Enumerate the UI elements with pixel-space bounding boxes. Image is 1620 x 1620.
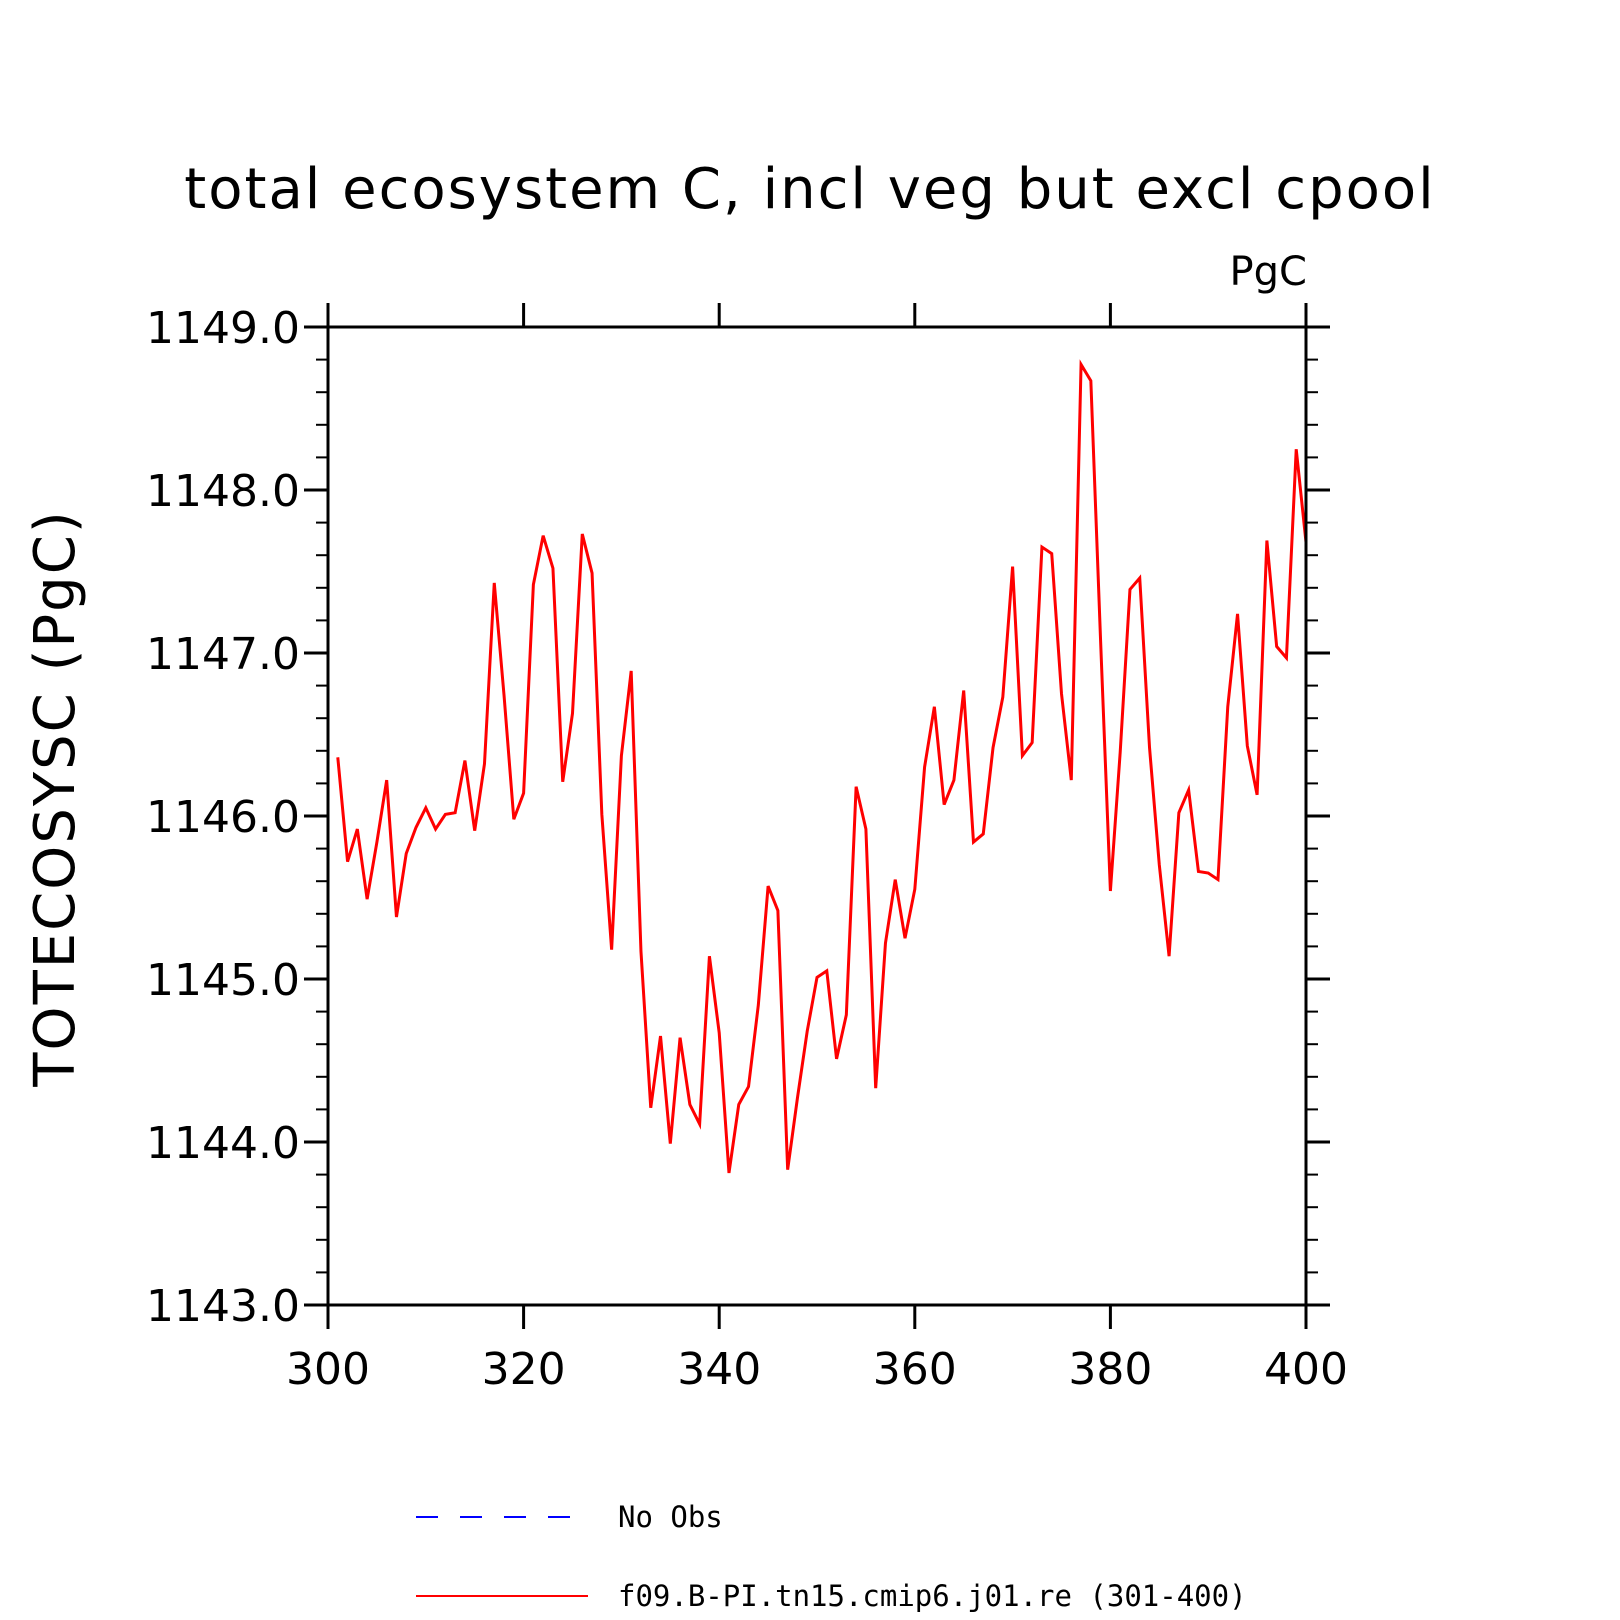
chart-title: total ecosystem C, incl veg but excl cpo… (184, 157, 1435, 222)
x-tick-label: 320 (482, 1344, 566, 1395)
y-axis-label: TOTECOSYSC (PgC) (23, 509, 88, 1087)
x-tick-label: 380 (1068, 1344, 1152, 1395)
y-tick-label: 1147.0 (146, 629, 300, 680)
y-tick-label: 1145.0 (146, 955, 300, 1006)
axis-ticks (304, 303, 1330, 1329)
legend: No Obs f09.B-PI.tn15.cmip6.j01.re (301-4… (416, 1500, 1247, 1613)
x-tick-label: 400 (1264, 1344, 1348, 1395)
y-tick-label: 1146.0 (146, 792, 300, 843)
plot-series (336, 359, 1308, 1174)
y-tick-label: 1143.0 (146, 1281, 300, 1332)
units-label: PgC (1230, 249, 1307, 295)
series-line (336, 359, 1308, 1174)
legend-label-model-run: f09.B-PI.tn15.cmip6.j01.re (301-400) (618, 1579, 1247, 1613)
x-tick-label: 300 (286, 1344, 370, 1395)
legend-label-no-obs: No Obs (618, 1500, 723, 1534)
y-tick-label: 1149.0 (146, 303, 300, 354)
y-tick-label: 1144.0 (146, 1118, 300, 1169)
y-tick-label: 1148.0 (146, 466, 300, 517)
x-tick-label: 340 (677, 1344, 761, 1395)
tick-labels: 300 320 340 360 380 400 1143.0 1144.0 1145.0 1146… (146, 303, 1348, 1395)
plot-frame (326, 325, 1308, 1307)
x-tick-label: 360 (873, 1344, 957, 1395)
